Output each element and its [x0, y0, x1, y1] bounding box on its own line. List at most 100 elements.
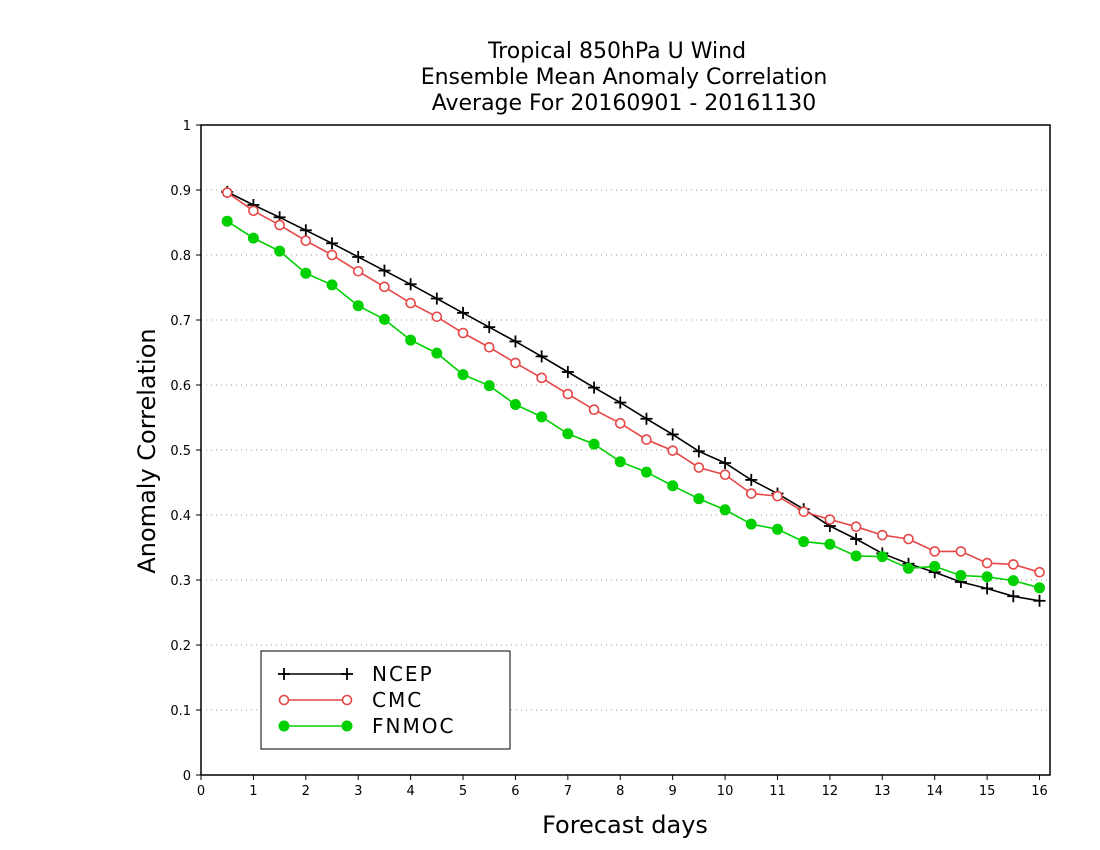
data-point-fnmoc [640, 466, 652, 478]
data-point-fnmoc [667, 480, 679, 492]
y-tick-label: 0.5 [170, 444, 191, 459]
data-point-ncep [719, 457, 732, 469]
data-point-cmc [981, 557, 993, 569]
data-point-cmc [221, 187, 233, 198]
data-point-cmc [510, 357, 521, 369]
x-tick-label: 2 [302, 784, 310, 799]
data-point-ncep [640, 412, 653, 425]
data-point-cmc [536, 372, 547, 384]
y-tick-label: 0.7 [170, 314, 191, 329]
data-point-fnmoc [326, 279, 338, 291]
x-tick-label: 12 [822, 784, 839, 799]
data-point-ncep [430, 292, 443, 305]
data-point-cmc [745, 488, 757, 499]
data-point-fnmoc [850, 550, 862, 562]
series-ncep [221, 185, 1046, 607]
data-point-cmc [850, 521, 862, 533]
data-point-fnmoc [221, 215, 233, 227]
y-axis-ticks: 0 0.1 0.2 0.3 0.4 0.5 0.6 0.7 0.8 0.9 1 [170, 119, 201, 784]
data-point-cmc [955, 546, 967, 557]
series-line-cmc [226, 191, 1040, 573]
data-point-fnmoc [745, 518, 757, 530]
data-point-ncep [378, 264, 391, 277]
data-point-ncep [1033, 594, 1046, 607]
x-tick-label: 11 [769, 784, 786, 799]
data-point-cmc [693, 462, 705, 473]
data-point-cmc [641, 434, 652, 445]
data-point-fnmoc [274, 245, 286, 257]
data-point-fnmoc [824, 538, 836, 550]
data-point-cmc [300, 235, 312, 246]
x-tick-label: 6 [511, 784, 519, 799]
y-tick-label: 0.9 [170, 184, 191, 199]
x-tick-label: 3 [354, 784, 362, 799]
data-point-ncep [352, 250, 365, 263]
legend-marker-start [278, 694, 290, 706]
data-point-ncep [666, 428, 679, 441]
x-axis-label: Forecast days [542, 811, 708, 839]
data-point-cmc [614, 418, 626, 429]
data-point-fnmoc [247, 232, 259, 244]
chart-title: Tropical 850hPa U Wind Ensemble Mean Ano… [421, 39, 828, 116]
data-point-cmc [588, 404, 600, 416]
data-point-fnmoc [719, 504, 731, 516]
series-cmc [221, 187, 1045, 578]
data-point-fnmoc [405, 334, 417, 346]
x-tick-label: 7 [564, 784, 572, 799]
data-point-cmc [1034, 566, 1045, 578]
data-point-fnmoc [536, 411, 548, 423]
x-tick-label: 9 [669, 784, 677, 799]
data-point-cmc [667, 445, 678, 456]
x-tick-label: 1 [249, 784, 257, 799]
y-tick-label: 0 [183, 769, 191, 784]
data-point-fnmoc [509, 399, 521, 410]
data-point-fnmoc [378, 313, 390, 325]
data-point-fnmoc [431, 347, 443, 359]
data-point-cmc [352, 265, 364, 277]
data-point-ncep [692, 445, 705, 458]
data-point-cmc [457, 327, 469, 339]
data-point-cmc [431, 311, 443, 323]
data-point-ncep [535, 350, 548, 363]
legend-label: FNMOC [372, 714, 455, 738]
y-tick-label: 1 [183, 119, 191, 134]
title-line-3: Average For 20160901 - 20161130 [432, 91, 817, 116]
legend-item-cmc: CMC [278, 688, 421, 712]
data-point-ncep [326, 237, 339, 250]
data-point-fnmoc [955, 569, 967, 581]
x-tick-label: 15 [979, 784, 996, 799]
legend-item-fnmoc: FNMOC [278, 714, 455, 738]
x-tick-label: 4 [406, 784, 414, 799]
x-tick-label: 8 [616, 784, 624, 799]
title-line-2: Ensemble Mean Anomaly Correlation [421, 65, 828, 90]
x-tick-label: 10 [717, 784, 734, 799]
data-point-fnmoc [457, 369, 469, 381]
data-point-cmc [326, 249, 338, 261]
x-tick-label: 14 [926, 784, 943, 799]
x-axis-ticks: 0 1 2 3 4 5 6 7 8 9 10 11 12 13 14 15 16 [197, 775, 1048, 799]
data-point-fnmoc [352, 300, 364, 312]
legend-item-ncep: NCEP [278, 662, 432, 686]
y-tick-label: 0.1 [170, 704, 191, 719]
legend-marker-start [278, 668, 290, 680]
y-tick-label: 0.6 [170, 379, 191, 394]
series-fnmoc [221, 215, 1046, 594]
data-point-cmc [483, 341, 495, 353]
data-point-cmc [903, 533, 914, 545]
data-point-ncep [457, 306, 470, 319]
data-point-ncep [1007, 590, 1020, 603]
data-point-ncep [588, 381, 601, 394]
data-point-cmc [562, 388, 574, 400]
data-point-fnmoc [929, 560, 941, 572]
x-tick-label: 0 [197, 784, 205, 799]
data-point-cmc [876, 529, 888, 541]
y-tick-label: 0.3 [170, 574, 191, 589]
data-point-fnmoc [981, 571, 993, 583]
data-point-fnmoc [903, 562, 914, 574]
grid-lines [201, 189, 1050, 711]
data-point-fnmoc [1034, 582, 1046, 594]
data-point-ncep [509, 335, 522, 348]
data-point-cmc [1008, 559, 1019, 570]
data-point-cmc [719, 469, 731, 481]
